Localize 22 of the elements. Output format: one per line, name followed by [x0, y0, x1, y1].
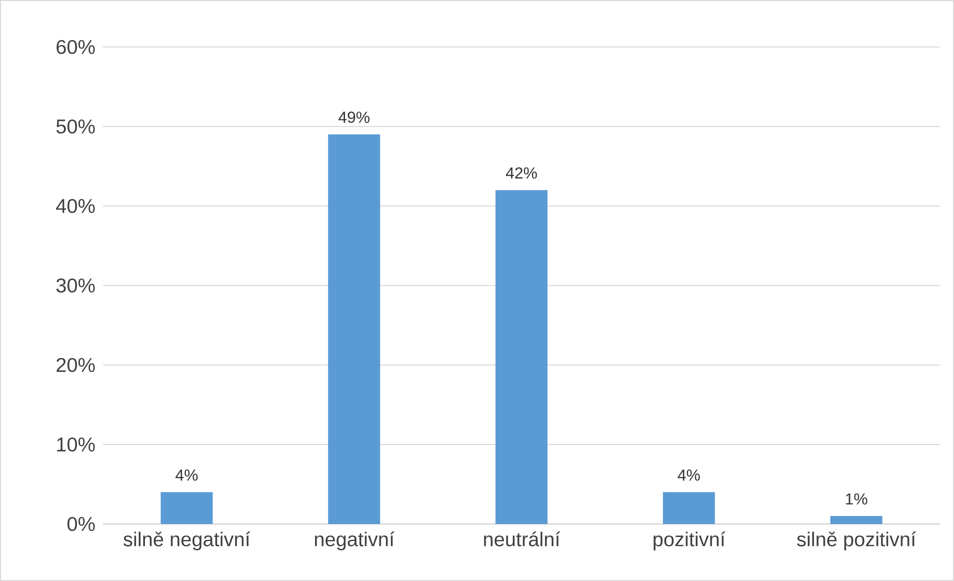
- x-tick-label: pozitivní: [654, 532, 726, 550]
- x-tick-label: negativní: [315, 532, 394, 550]
- y-tick-label: 40%: [56, 198, 95, 214]
- data-label: 49%: [338, 112, 370, 123]
- data-label: 1%: [846, 493, 868, 505]
- y-tick-label: 20%: [56, 358, 95, 372]
- bar: [160, 492, 213, 524]
- y-tick-label: 60%: [56, 40, 95, 54]
- bar: [328, 134, 380, 524]
- bar: [496, 190, 548, 524]
- y-tick-label: 30%: [56, 278, 95, 293]
- y-tick-label: 10%: [57, 437, 95, 452]
- bar: [662, 492, 715, 524]
- data-label: 4%: [678, 470, 700, 481]
- x-tick-label: neutrální: [484, 532, 560, 546]
- bar: [830, 516, 882, 524]
- data-label: 4%: [176, 470, 198, 481]
- x-tick-label: silně pozitivní: [797, 532, 916, 550]
- data-label: 42%: [506, 167, 537, 179]
- x-tick-label: silně negativní: [124, 532, 250, 550]
- y-tick-label: 0%: [67, 516, 95, 532]
- y-tick-label: 50%: [56, 119, 95, 134]
